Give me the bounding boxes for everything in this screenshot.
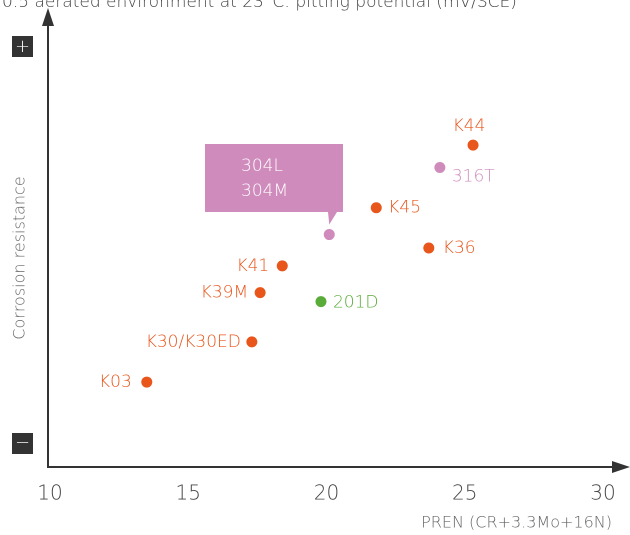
point bbox=[254, 287, 266, 299]
point bbox=[467, 139, 479, 151]
point-label: K30/K30ED bbox=[146, 332, 241, 352]
point bbox=[246, 336, 258, 348]
point-label: K41 bbox=[236, 256, 269, 276]
point bbox=[276, 260, 288, 272]
point-label: K36 bbox=[443, 238, 476, 258]
point bbox=[323, 229, 335, 241]
chart-subtitle: 0.5 aerated environment at 23°C: pitting… bbox=[2, 0, 517, 12]
point-label: K44 bbox=[453, 116, 486, 136]
y-axis-arrow bbox=[42, 8, 54, 26]
x-axis-label: PREN (CR+3.3Mo+16N) bbox=[421, 513, 612, 532]
point-label: 304L bbox=[241, 156, 283, 176]
point-label: K45 bbox=[388, 198, 421, 218]
x-tick-label: 20 bbox=[314, 481, 339, 505]
point-label: K03 bbox=[99, 372, 132, 392]
plus-box bbox=[12, 36, 33, 57]
minus-box bbox=[12, 433, 33, 454]
x-tick-label: 30 bbox=[590, 481, 615, 505]
point-label: 316T bbox=[452, 167, 495, 187]
point bbox=[423, 242, 435, 254]
point-label: 201D bbox=[333, 293, 379, 313]
plus-marker: + bbox=[15, 36, 30, 57]
x-axis-arrow bbox=[612, 461, 630, 473]
point bbox=[434, 162, 446, 174]
point bbox=[141, 376, 153, 388]
x-tick-label: 15 bbox=[176, 481, 201, 505]
y-axis-label: Corrosion resistance bbox=[10, 176, 29, 339]
point bbox=[370, 202, 382, 214]
callout-box bbox=[205, 144, 343, 225]
point bbox=[315, 296, 327, 308]
point-label: K39M bbox=[201, 283, 248, 303]
x-tick-label: 25 bbox=[452, 481, 477, 505]
minus-marker: − bbox=[15, 432, 30, 453]
point-label: 304M bbox=[241, 181, 288, 201]
x-tick-label: 10 bbox=[37, 481, 62, 505]
